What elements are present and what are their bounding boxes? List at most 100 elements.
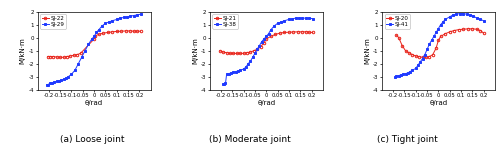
SJ-20 [438,36,444,37]
SJ-29 [49,82,55,84]
SJ-41 [424,49,430,50]
SJ-20 [460,28,466,30]
SJ-29 [96,29,102,31]
SJ-20 [442,33,448,35]
SJ-41 [394,75,400,77]
SJ-41 [420,58,426,59]
SJ-20 [426,56,432,57]
SJ-21 [220,51,226,53]
Line: SJ-41: SJ-41 [394,12,485,78]
SJ-38 [266,33,272,35]
SJ-29 [82,50,88,52]
SJ-41 [392,76,398,78]
SJ-38 [222,83,228,84]
Legend: SJ-22, SJ-29: SJ-22, SJ-29 [40,14,66,29]
SJ-22 [138,30,143,32]
SJ-29 [106,21,112,23]
SJ-29 [86,43,91,45]
SJ-22 [78,52,84,54]
SJ-38 [292,17,298,19]
SJ-38 [303,17,309,19]
Line: SJ-22: SJ-22 [46,30,142,59]
SJ-20 [394,34,400,36]
SJ-21 [230,52,236,54]
SJ-29 [120,17,126,18]
SJ-41 [450,14,456,16]
Legend: SJ-20, SJ-41: SJ-20, SJ-41 [384,14,410,29]
SJ-41 [422,54,428,56]
SJ-20 [430,54,436,56]
SJ-22 [131,30,137,32]
SJ-29 [52,81,58,83]
SJ-38 [290,18,296,20]
SJ-29 [99,25,105,27]
SJ-22 [100,32,106,34]
SJ-22 [134,30,140,32]
SJ-41 [398,74,404,76]
SJ-21 [251,50,257,52]
SJ-41 [415,64,421,66]
SJ-29 [124,16,130,18]
SJ-20 [406,52,412,54]
SJ-22 [70,54,76,56]
SJ-29 [56,80,62,82]
SJ-20 [474,28,480,30]
SJ-29 [131,15,137,16]
SJ-20 [456,29,462,30]
SJ-41 [436,28,442,29]
SJ-41 [440,21,446,23]
SJ-38 [261,38,267,40]
SJ-20 [420,56,426,58]
SJ-22 [104,32,110,33]
SJ-41 [418,61,424,63]
Text: (c) Tight joint: (c) Tight joint [377,135,438,144]
SJ-22 [91,38,97,40]
SJ-22 [118,30,124,32]
SJ-29 [94,32,100,33]
SJ-41 [457,13,463,14]
SJ-38 [282,20,288,22]
SJ-29 [68,73,74,75]
SJ-20 [465,28,471,30]
SJ-29 [91,36,97,37]
SJ-38 [226,73,232,75]
SJ-21 [261,42,267,44]
SJ-41 [426,43,432,45]
SJ-20 [436,39,442,41]
SJ-22 [109,31,115,33]
SJ-21 [227,52,233,54]
SJ-21 [258,46,264,48]
SJ-29 [89,38,95,40]
SJ-38 [258,41,264,42]
SJ-21 [217,50,223,52]
SJ-29 [72,69,78,71]
SJ-22 [50,56,56,57]
SJ-22 [114,31,120,32]
SJ-38 [306,17,312,19]
SJ-21 [303,31,309,33]
SJ-29 [54,80,60,82]
SJ-20 [470,28,476,30]
SJ-41 [396,75,402,76]
SJ-22 [74,54,80,56]
SJ-22 [54,56,60,58]
Y-axis label: M/kN·m: M/kN·m [192,37,198,64]
Line: SJ-29: SJ-29 [46,13,142,86]
SJ-38 [237,69,243,71]
SJ-38 [268,29,274,31]
SJ-29 [134,14,140,16]
SJ-29 [76,63,82,65]
SJ-21 [244,52,250,54]
SJ-38 [232,71,238,72]
SJ-21 [300,31,306,33]
SJ-41 [410,69,416,71]
SJ-41 [431,36,437,37]
SJ-41 [428,39,434,41]
SJ-21 [295,31,301,33]
SJ-38 [271,25,277,27]
SJ-20 [480,32,486,34]
SJ-29 [102,22,108,24]
SJ-20 [451,30,457,31]
SJ-29 [128,15,134,17]
SJ-22 [92,35,98,37]
